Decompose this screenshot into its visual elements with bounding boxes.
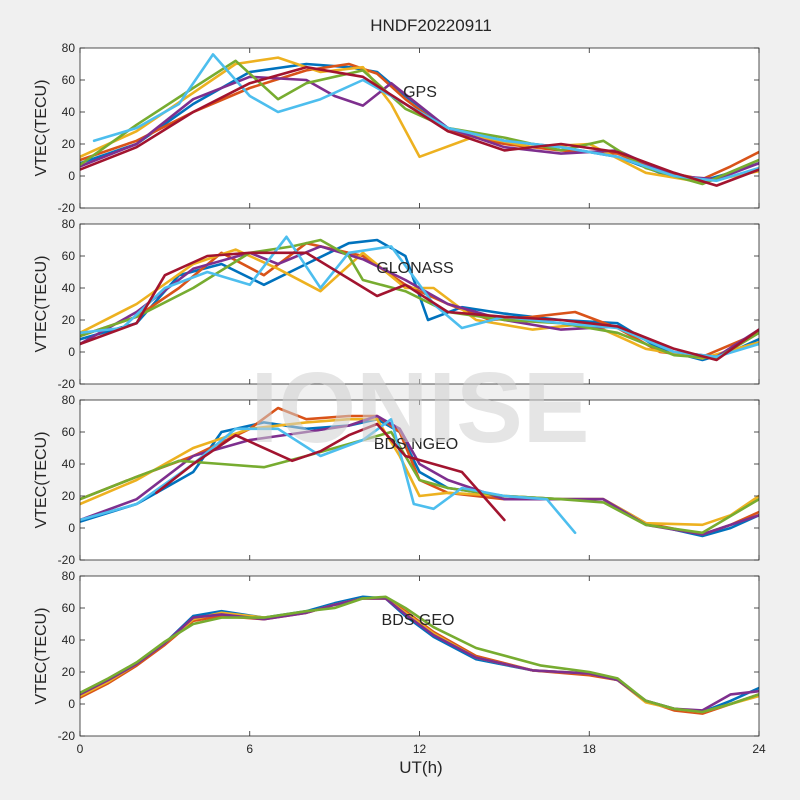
y-tick-label: 60	[62, 73, 76, 87]
y-tick-label: 80	[62, 393, 76, 407]
series-line	[80, 251, 759, 362]
x-tick-label: 0	[77, 742, 84, 756]
y-axis-label: VTEC(TECU)	[33, 80, 50, 177]
y-tick-label: 60	[62, 601, 76, 615]
y-tick-label: 20	[62, 313, 76, 327]
y-tick-label: -20	[58, 729, 76, 743]
y-tick-label: 80	[62, 41, 76, 55]
panel-label: GPS	[403, 84, 437, 101]
panel-label: GLONASS	[376, 260, 453, 277]
plot-area	[80, 576, 759, 736]
series-line	[80, 65, 759, 187]
series-group	[80, 235, 759, 362]
y-axis-label: VTEC(TECU)	[33, 256, 50, 353]
plot-area	[80, 48, 759, 208]
x-tick-label: 12	[413, 742, 427, 756]
series-group	[80, 406, 759, 538]
series-line	[80, 235, 759, 359]
y-tick-label: 40	[62, 633, 76, 647]
series-group	[80, 53, 759, 187]
y-tick-label: 40	[62, 457, 76, 471]
panel-gps: -20 0 20 40 60 80 VTEC(TECU) GPS	[33, 41, 760, 215]
series-line	[80, 238, 759, 360]
y-tick-label: 20	[62, 665, 76, 679]
y-tick-label: 0	[68, 521, 75, 535]
x-axis-label: UT(h)	[399, 758, 442, 777]
x-tick-label: 24	[752, 742, 766, 756]
y-tick-label: 20	[62, 489, 76, 503]
y-tick-label: 0	[68, 345, 75, 359]
series-line	[92, 53, 759, 183]
y-tick-label: 40	[62, 281, 76, 295]
y-tick-label: 0	[68, 697, 75, 711]
y-tick-label: 60	[62, 425, 76, 439]
watermark: IONISE	[251, 352, 590, 464]
y-tick-label: 20	[62, 137, 76, 151]
y-axis-label: VTEC(TECU)	[33, 608, 50, 705]
y-tick-label: 60	[62, 249, 76, 263]
figure-title: HNDF20220911	[370, 16, 492, 35]
series-line	[80, 414, 759, 536]
y-tick-label: -20	[58, 201, 76, 215]
series-line	[155, 422, 506, 522]
y-tick-label: 40	[62, 105, 76, 119]
x-tick-label: 6	[246, 742, 253, 756]
panel-label: BDS NGEO	[374, 436, 458, 453]
plot-area	[80, 224, 759, 384]
x-tick-label: 18	[583, 742, 597, 756]
y-axis-label: VTEC(TECU)	[33, 432, 50, 529]
series-line	[80, 56, 759, 184]
series-line	[80, 248, 759, 360]
series-line	[80, 595, 759, 714]
y-tick-label: -20	[58, 377, 76, 391]
y-tick-label: 0	[68, 169, 75, 183]
panel-glonass: -20 0 20 40 60 80 VTEC(TECU) GLONASS	[33, 217, 760, 391]
series-line	[80, 75, 759, 181]
panel-label: BDS GEO	[382, 612, 455, 629]
series-group	[80, 595, 759, 715]
panel-bds-ngeo: -20 0 20 40 60 80 VTEC(TECU) BDS NGEO	[33, 393, 760, 567]
series-line	[80, 417, 759, 527]
y-tick-label: -20	[58, 553, 76, 567]
y-tick-label: 80	[62, 569, 76, 583]
series-line	[80, 59, 759, 186]
y-tick-label: 80	[62, 217, 76, 231]
